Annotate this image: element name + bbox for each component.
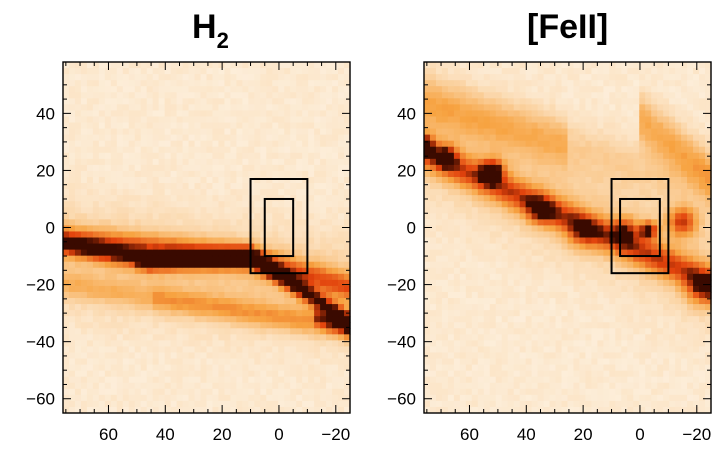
y-tick-label: 20 <box>36 161 55 180</box>
title-h2-sub: 2 <box>216 28 229 53</box>
x-tick-label: −20 <box>682 425 711 444</box>
feii-map-panel: 40 20 0 −20 −40 −60 60 40 20 0 −20 <box>387 61 712 444</box>
title-feii-main: [FeII] <box>527 8 609 46</box>
y-tick-label: −20 <box>26 276 55 295</box>
x-tick-label: −20 <box>321 425 350 444</box>
y-tick-label: −60 <box>387 390 416 409</box>
x-tick-label: 20 <box>213 425 232 444</box>
y-tick-label: −40 <box>387 333 416 352</box>
panel-title-h2: H2 <box>192 10 229 52</box>
panel-title-feii: [FeII] <box>527 10 608 44</box>
x-tick-label: 20 <box>574 425 593 444</box>
y-tick-label: 0 <box>46 219 55 238</box>
plot-frame <box>62 61 351 414</box>
x-tick-label: 40 <box>156 425 175 444</box>
y-tick-label: 40 <box>36 104 55 123</box>
y-tick-label: −40 <box>26 333 55 352</box>
x-tick-label: 0 <box>274 425 283 444</box>
y-tick-label: 20 <box>397 161 416 180</box>
y-tick-label: 40 <box>397 104 416 123</box>
x-tick-label: 40 <box>517 425 536 444</box>
inner-aperture-box <box>619 197 661 258</box>
x-tick-label: 60 <box>460 425 479 444</box>
y-tick-label: −60 <box>26 390 55 409</box>
emission-map <box>63 62 351 414</box>
x-tick-label: 0 <box>635 425 644 444</box>
title-h2-main: H <box>192 8 217 46</box>
inner-aperture-box <box>263 197 295 258</box>
plot-frame <box>423 61 712 414</box>
y-tick-label: 0 <box>407 219 416 238</box>
y-tick-label: −20 <box>387 276 416 295</box>
outer-aperture-box <box>610 178 670 275</box>
h2-map-panel: 40 20 0 −20 −40 −60 60 40 20 0 −20 <box>26 61 351 444</box>
emission-map <box>424 62 712 414</box>
outer-aperture-box <box>249 178 309 275</box>
x-tick-label: 60 <box>99 425 118 444</box>
